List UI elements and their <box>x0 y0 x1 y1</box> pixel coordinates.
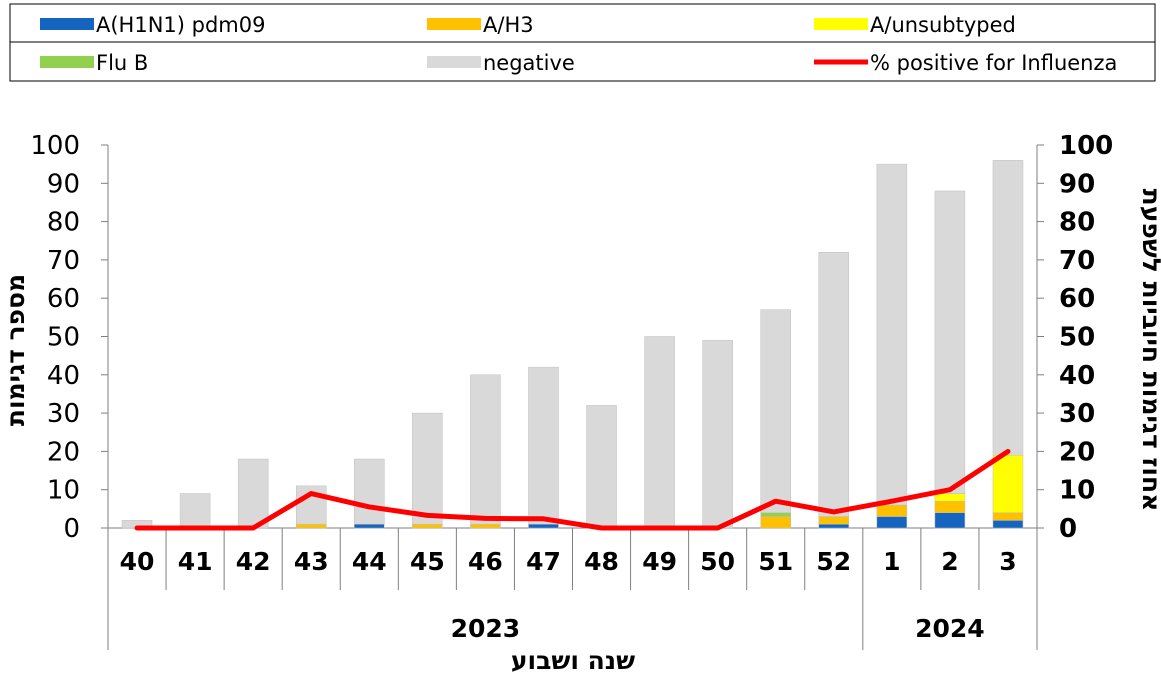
bar-a-unsubtyped-3 <box>992 454 1024 513</box>
category-label-49: 49 <box>642 547 677 576</box>
left-tick-label: 80 <box>47 208 80 238</box>
bar-negative-48 <box>586 405 617 529</box>
right-tick-label: 90 <box>1059 169 1095 199</box>
x-axis-title: שנה ושבוע <box>511 646 635 675</box>
positivity-line <box>134 448 1011 531</box>
legend-label-positive-for-influenza: % positive for Influenza <box>870 51 1117 75</box>
right-tick-label: 10 <box>1059 476 1095 506</box>
left-tick-label: 10 <box>47 476 80 506</box>
bar-negative-49 <box>644 336 675 529</box>
right-tick-label: 40 <box>1059 361 1095 391</box>
bar-flu-b-51 <box>760 512 791 517</box>
legend-label-flu-b: Flu B <box>96 51 148 75</box>
category-label-41: 41 <box>178 547 213 576</box>
legend: A(H1N1) pdm09 A/H3 A/unsubtyped Flu B negati… <box>9 3 1156 82</box>
legend-label-a-h1n1-pdm09: A(H1N1) pdm09 <box>96 13 266 37</box>
category-label-51: 51 <box>758 547 793 576</box>
category-label-42: 42 <box>236 547 271 576</box>
right-tick-label: 20 <box>1059 437 1095 467</box>
bar-a-h1n1-pdm09-3 <box>992 520 1024 529</box>
left-tick-label: 50 <box>47 323 80 353</box>
year-label-2023: 2023 <box>451 614 521 643</box>
left-axis-ticks: 0 10 20 30 40 50 60 70 80 90 100 <box>30 131 108 544</box>
right-tick-label: 50 <box>1059 323 1095 353</box>
bars <box>121 160 1024 529</box>
bar-a-h1n1-pdm09-44 <box>354 523 385 529</box>
category-label-46: 46 <box>468 547 503 576</box>
category-label-43: 43 <box>294 547 329 576</box>
right-axis-ticks: 0 10 20 30 40 50 60 70 80 90 100 <box>1037 131 1113 544</box>
bar-a-h3-3 <box>992 512 1024 521</box>
right-tick-label: 0 <box>1059 514 1077 544</box>
bar-a-h1n1-pdm09-47 <box>528 523 559 529</box>
left-tick-label: 30 <box>47 399 80 429</box>
legend-label-a-h3: A/H3 <box>483 13 534 37</box>
category-labels: 40 41 42 43 44 45 46 47 48 49 50 51 52 1 2 3 <box>120 547 1017 576</box>
right-tick-label: 60 <box>1059 284 1095 314</box>
left-axis-title: מספר דגימות <box>1 274 30 426</box>
bar-a-h3-52 <box>818 516 850 525</box>
left-tick-label: 90 <box>47 169 80 199</box>
right-tick-label: 100 <box>1059 131 1113 161</box>
bar-negative-44 <box>354 458 385 525</box>
category-label-47: 47 <box>526 547 561 576</box>
bar-negative-2 <box>934 190 966 494</box>
legend-swatch-a-unsubtyped <box>814 18 868 30</box>
category-label-50: 50 <box>700 547 735 576</box>
right-tick-label: 80 <box>1059 208 1095 238</box>
year-labels: 2023 2024 <box>451 614 985 643</box>
bar-negative-41 <box>179 493 211 529</box>
left-tick-label: 20 <box>47 437 80 467</box>
right-tick-label: 30 <box>1059 399 1095 429</box>
bar-negative-50 <box>702 340 733 529</box>
left-tick-label: 0 <box>63 514 80 544</box>
bar-negative-46 <box>470 374 501 525</box>
bar-a-h3-51 <box>760 516 791 529</box>
bar-a-h3-46 <box>470 523 501 529</box>
category-label-44: 44 <box>352 547 387 576</box>
line-percent-positive <box>134 448 1011 531</box>
legend-label-negative: negative <box>483 51 575 75</box>
left-tick-label: 60 <box>47 284 80 314</box>
category-label-45: 45 <box>410 547 445 576</box>
category-label-3: 3 <box>999 547 1016 576</box>
legend-swatch-a-h1n1-pdm09 <box>40 18 94 30</box>
bar-a-unsubtyped-2 <box>934 493 966 502</box>
year-label-2024: 2024 <box>915 614 985 643</box>
legend-swatch-negative <box>427 56 481 68</box>
bar-negative-45 <box>412 412 443 525</box>
left-tick-label: 100 <box>30 131 80 161</box>
left-tick-label: 40 <box>47 361 80 391</box>
bar-a-h1n1-pdm09-2 <box>934 512 966 529</box>
category-label-1: 1 <box>883 547 900 576</box>
category-label-52: 52 <box>816 547 851 576</box>
legend-label-a-unsubtyped: A/unsubtyped <box>870 13 1016 37</box>
right-axis-title: אחוז דגימות חיוביות לשפעת <box>1137 189 1161 512</box>
bar-a-h1n1-pdm09-52 <box>818 523 850 529</box>
bar-negative-52 <box>818 251 850 517</box>
legend-swatch-a-h3 <box>427 18 481 30</box>
bar-a-h3-45 <box>412 523 443 529</box>
bar-negative-51 <box>760 309 791 513</box>
category-label-48: 48 <box>584 547 619 576</box>
right-tick-label: 70 <box>1059 246 1095 276</box>
bar-a-h3-2 <box>934 500 966 513</box>
bar-negative-1 <box>876 163 908 506</box>
category-label-2: 2 <box>941 547 958 576</box>
bar-negative-42 <box>237 458 269 529</box>
bar-a-h1n1-pdm09-1 <box>876 516 908 529</box>
category-label-40: 40 <box>120 547 155 576</box>
bar-negative-47 <box>528 366 559 525</box>
left-tick-label: 70 <box>47 246 80 276</box>
bar-negative-3 <box>992 160 1024 456</box>
legend-swatch-flu-b <box>40 56 94 68</box>
bar-a-h3-1 <box>876 504 908 517</box>
bar-a-h3-43 <box>295 523 327 529</box>
